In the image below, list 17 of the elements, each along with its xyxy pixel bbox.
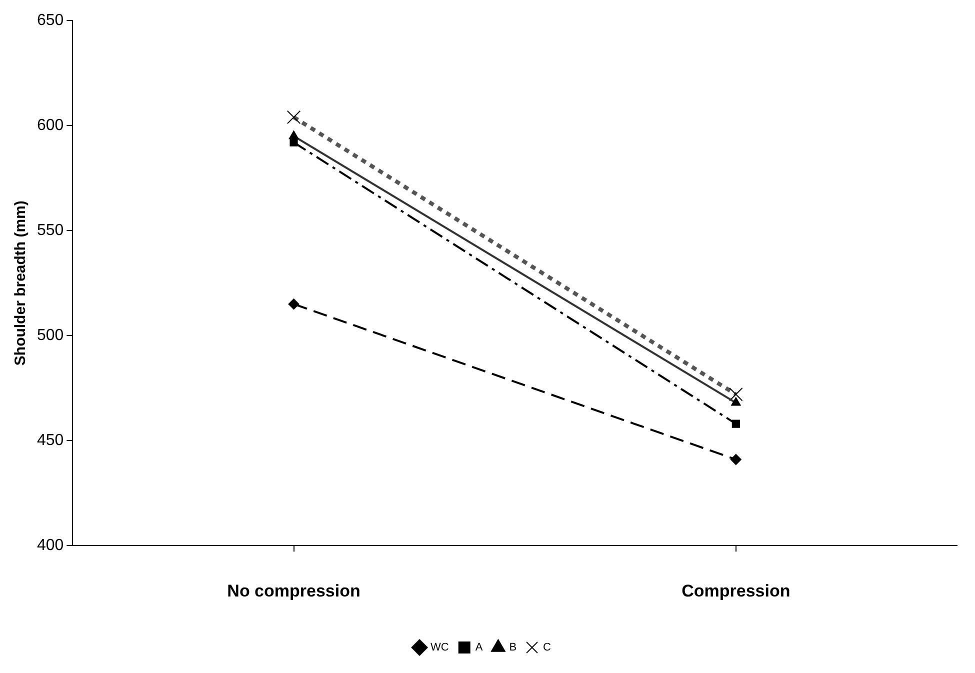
point xyxy=(730,454,742,465)
y-tick-label: 450 xyxy=(36,432,64,450)
x-tick-label: Compression xyxy=(682,581,790,600)
y-tick-label: 650 xyxy=(36,12,64,30)
y-tick-label: 550 xyxy=(36,222,64,240)
legend-label: WC xyxy=(430,642,449,654)
x-tick-label: No compression xyxy=(227,581,360,600)
legend-label: B xyxy=(509,642,517,654)
legend-label: C xyxy=(543,642,552,654)
y-tick-label: 500 xyxy=(36,327,64,344)
point xyxy=(732,420,740,428)
y-tick-label: 600 xyxy=(36,117,64,134)
legend-label: A xyxy=(475,642,484,654)
y-axis-title: Shoulder breadth (mm) xyxy=(12,200,30,366)
y-tick-label: 400 xyxy=(36,537,64,554)
point xyxy=(290,138,298,146)
point xyxy=(288,298,300,310)
